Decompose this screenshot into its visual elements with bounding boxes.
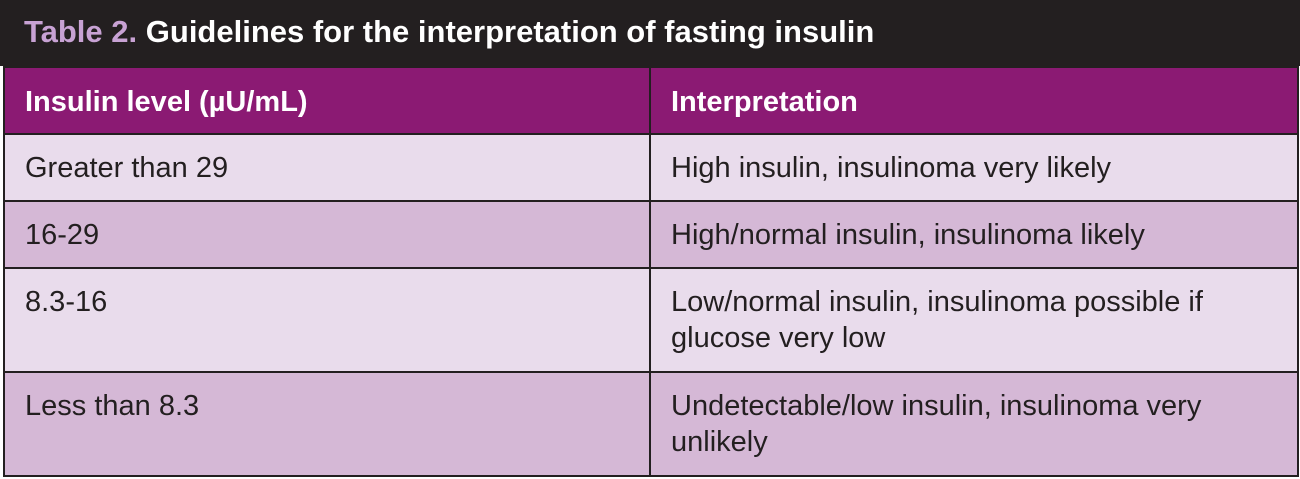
table-row: Greater than 29 High insulin, insulinoma… — [3, 133, 1299, 202]
table-row: 16-29 High/normal insulin, insulinoma li… — [3, 200, 1299, 269]
table-row: Less than 8.3 Undetectable/low insulin, … — [3, 371, 1299, 477]
table-row: 8.3-16 Low/normal insulin, insulinoma po… — [3, 267, 1299, 373]
insulin-guidelines-table: Insulin level (µU/mL) Interpretation Gre… — [3, 66, 1299, 477]
interpretation-cell: Undetectable/low insulin, insulinoma ver… — [649, 371, 1299, 477]
interpretation-cell: High/normal insulin, insulinoma likely — [649, 200, 1299, 269]
insulin-level-cell: 16-29 — [3, 200, 651, 269]
table-caption-title: Guidelines for the interpretation of fas… — [145, 14, 875, 49]
table-header-row: Insulin level (µU/mL) Interpretation — [3, 66, 1299, 135]
insulin-level-cell: Greater than 29 — [3, 133, 651, 202]
table-caption: Table 2. Guidelines for the interpretati… — [0, 0, 1300, 66]
table-caption-label: Table 2. — [24, 14, 138, 49]
interpretation-cell: Low/normal insulin, insulinoma possible … — [649, 267, 1299, 373]
column-header-insulin-level: Insulin level (µU/mL) — [3, 66, 651, 135]
interpretation-cell: High insulin, insulinoma very likely — [649, 133, 1299, 202]
insulin-level-cell: Less than 8.3 — [3, 371, 651, 477]
insulin-level-cell: 8.3-16 — [3, 267, 651, 373]
column-header-interpretation: Interpretation — [649, 66, 1299, 135]
